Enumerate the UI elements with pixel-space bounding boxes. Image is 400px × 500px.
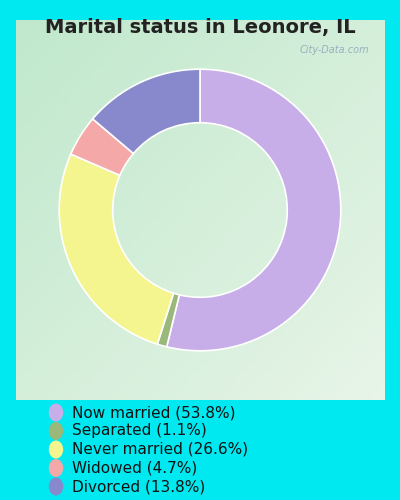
Wedge shape — [59, 154, 174, 344]
Text: Divorced (13.8%): Divorced (13.8%) — [72, 479, 205, 494]
Text: Never married (26.6%): Never married (26.6%) — [72, 442, 248, 457]
Wedge shape — [157, 293, 179, 347]
Text: Widowed (4.7%): Widowed (4.7%) — [72, 460, 197, 475]
Wedge shape — [93, 69, 200, 154]
Wedge shape — [167, 69, 341, 351]
Wedge shape — [71, 119, 134, 176]
Text: Separated (1.1%): Separated (1.1%) — [72, 424, 207, 438]
Text: City-Data.com: City-Data.com — [299, 44, 369, 54]
Text: Now married (53.8%): Now married (53.8%) — [72, 405, 236, 420]
Text: Marital status in Leonore, IL: Marital status in Leonore, IL — [45, 18, 355, 36]
